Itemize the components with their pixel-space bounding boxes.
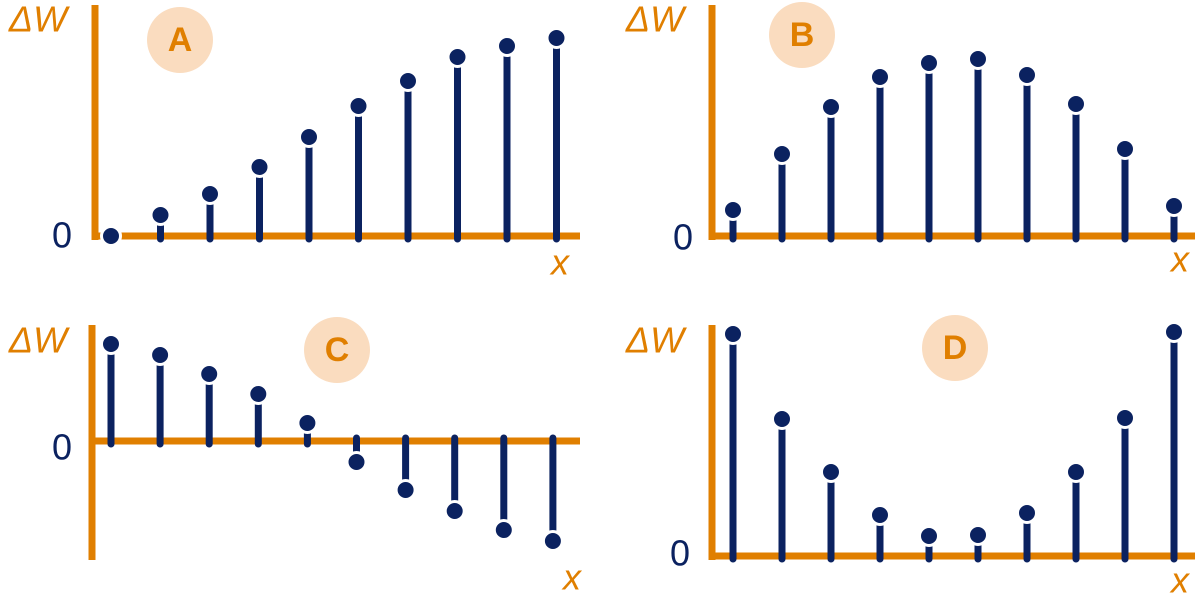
stem-dot bbox=[1114, 138, 1136, 160]
stem-dot bbox=[722, 323, 744, 345]
stem-dot bbox=[394, 479, 417, 501]
stem-dot bbox=[771, 408, 793, 430]
y-axis-label: ΔW bbox=[8, 320, 70, 361]
stem-dot bbox=[1016, 64, 1038, 86]
stem-dot bbox=[446, 46, 469, 68]
stem-dot bbox=[100, 225, 122, 247]
y-axis-label: ΔW bbox=[8, 0, 70, 40]
stem-dot bbox=[443, 500, 466, 522]
stem-dot bbox=[347, 95, 370, 117]
stem-dot bbox=[722, 199, 744, 221]
stem-dot bbox=[149, 204, 172, 226]
y-axis-label: ΔW bbox=[625, 320, 687, 361]
chart-title: B bbox=[790, 16, 815, 54]
chart-title: C bbox=[325, 331, 350, 369]
stem-dot bbox=[1065, 461, 1087, 483]
title-badge bbox=[922, 315, 988, 381]
stem-dot bbox=[296, 412, 319, 434]
stem-dot bbox=[397, 70, 419, 92]
stem-dot bbox=[496, 35, 518, 57]
y-tick-label: 0 bbox=[673, 217, 693, 258]
stem-dot bbox=[248, 156, 271, 178]
stem-dot bbox=[149, 344, 172, 366]
stem-dot bbox=[345, 451, 368, 473]
stem-dot bbox=[541, 530, 564, 552]
stem-dot bbox=[199, 183, 221, 205]
stem-dot bbox=[869, 66, 891, 88]
stem-dot bbox=[820, 461, 842, 483]
title-badge bbox=[304, 317, 370, 383]
stem-dot bbox=[545, 27, 568, 49]
stem-dot bbox=[1114, 407, 1136, 429]
chart-title: D bbox=[943, 329, 968, 367]
stem-dot bbox=[967, 48, 989, 70]
x-axis-label: x bbox=[549, 242, 571, 283]
stem-dot bbox=[967, 524, 989, 546]
stem-dot bbox=[771, 143, 793, 165]
stem-dot bbox=[820, 96, 842, 118]
stem-dot bbox=[100, 333, 122, 355]
stem-dot bbox=[1065, 93, 1087, 115]
x-axis-label: x bbox=[1169, 239, 1191, 280]
title-badge bbox=[769, 2, 835, 68]
stem-dot bbox=[918, 52, 940, 74]
stem-dot bbox=[918, 525, 940, 547]
y-tick-label: 0 bbox=[52, 427, 72, 468]
stem-dot bbox=[492, 519, 515, 541]
stem-dot bbox=[247, 383, 270, 405]
y-tick-label: 0 bbox=[670, 533, 690, 574]
title-badge bbox=[147, 7, 213, 73]
stem-dot bbox=[1163, 321, 1185, 343]
stem-dot bbox=[869, 504, 891, 526]
y-tick-label: 0 bbox=[52, 215, 72, 256]
x-axis-label: x bbox=[1169, 560, 1191, 601]
stem-dot bbox=[298, 126, 320, 148]
stem-dot bbox=[1016, 502, 1038, 524]
stem-dot bbox=[198, 363, 221, 385]
x-axis-label: x bbox=[561, 557, 583, 598]
y-axis-label: ΔW bbox=[625, 0, 687, 40]
stem-dot bbox=[1163, 195, 1185, 217]
chart-title: A bbox=[168, 21, 193, 59]
